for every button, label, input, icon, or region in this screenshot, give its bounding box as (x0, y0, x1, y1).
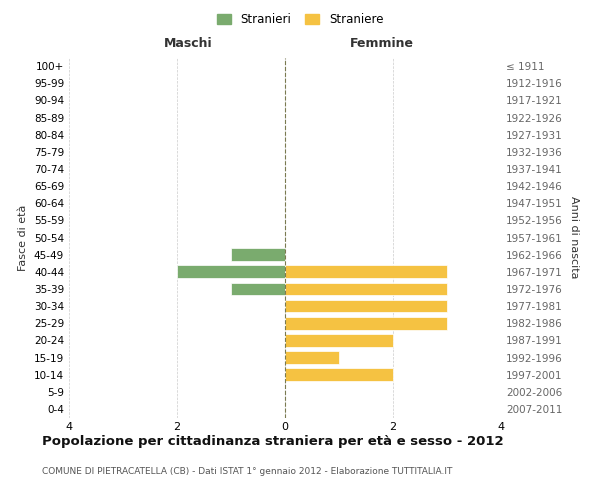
Text: Femmine: Femmine (350, 38, 414, 51)
Bar (231, 248, 285, 261)
Y-axis label: Fasce di età: Fasce di età (19, 204, 28, 270)
Bar (285, 282, 447, 296)
Bar (285, 266, 447, 278)
Bar (177, 266, 285, 278)
Text: Popolazione per cittadinanza straniera per età e sesso - 2012: Popolazione per cittadinanza straniera p… (42, 435, 503, 448)
Bar (231, 282, 285, 296)
Legend: Stranieri, Straniere: Stranieri, Straniere (212, 8, 388, 31)
Bar (285, 334, 393, 347)
Bar (285, 368, 393, 381)
Text: COMUNE DI PIETRACATELLA (CB) - Dati ISTAT 1° gennaio 2012 - Elaborazione TUTTITA: COMUNE DI PIETRACATELLA (CB) - Dati ISTA… (42, 468, 452, 476)
Bar (285, 300, 447, 312)
Y-axis label: Anni di nascita: Anni di nascita (569, 196, 579, 279)
Bar (285, 317, 447, 330)
Text: Maschi: Maschi (163, 38, 212, 51)
Bar (285, 351, 339, 364)
